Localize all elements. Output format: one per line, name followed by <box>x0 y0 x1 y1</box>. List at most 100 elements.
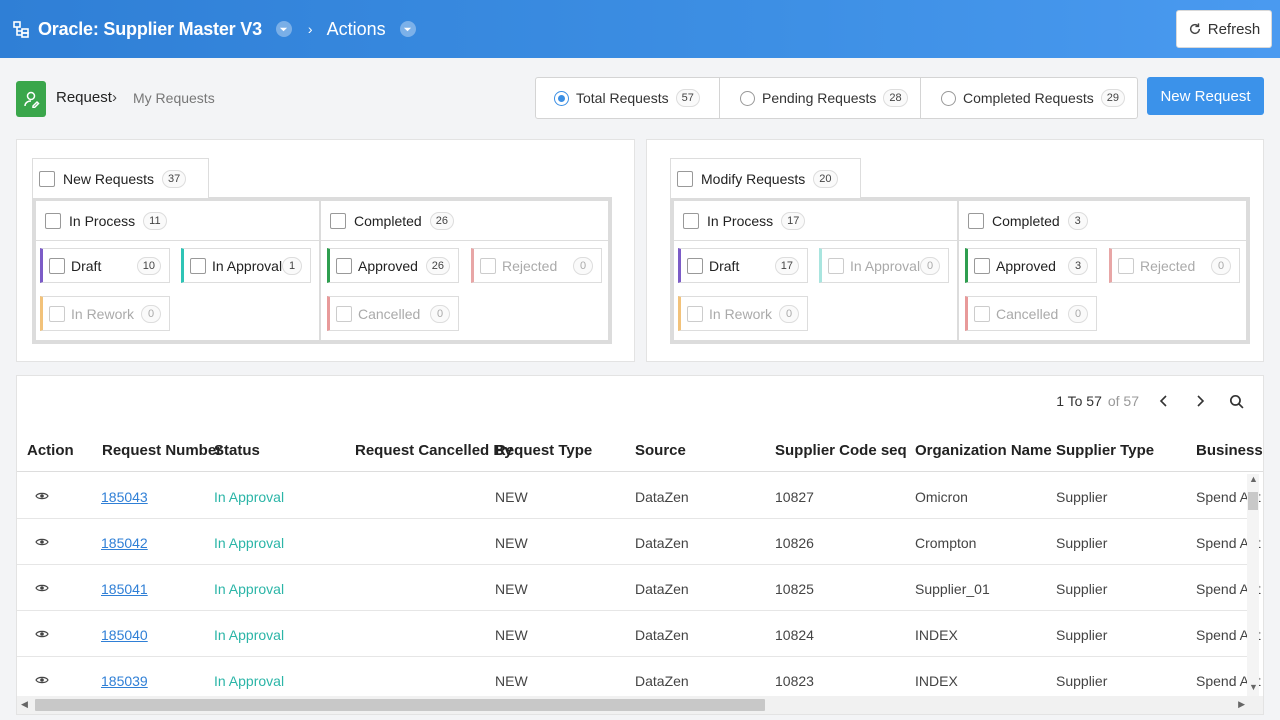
filter-label: Total Requests <box>576 90 669 106</box>
column-header[interactable]: Completed 3 <box>959 201 1246 241</box>
checkbox[interactable] <box>1118 257 1134 274</box>
search-button[interactable] <box>1225 390 1247 412</box>
status-card-in-rework[interactable]: In Rework 0 <box>678 296 808 331</box>
checkbox[interactable] <box>190 257 206 274</box>
scroll-right-arrow[interactable]: ▶ <box>1238 699 1245 709</box>
status-card-rejected[interactable]: Rejected 0 <box>1109 248 1240 283</box>
checkbox[interactable] <box>49 305 65 322</box>
checkbox[interactable] <box>687 305 703 322</box>
checkbox[interactable] <box>45 212 61 229</box>
status-card-in-approval[interactable]: In Approval 1 <box>181 248 311 283</box>
request-number-link[interactable]: 185040 <box>101 627 148 643</box>
actions-dropdown-button[interactable] <box>399 21 416 37</box>
checkbox[interactable] <box>677 170 693 187</box>
checkbox[interactable] <box>968 212 984 229</box>
column-header[interactable]: Request Cancelled By <box>355 442 513 459</box>
checkbox[interactable] <box>49 257 65 274</box>
count-badge: 11 <box>143 211 167 230</box>
horizontal-scrollbar[interactable]: ◀ ▶ <box>17 696 1263 714</box>
filter-total-requests[interactable]: Total Requests 57 <box>536 78 720 118</box>
column-label: Completed <box>992 212 1060 229</box>
status-card-cancelled[interactable]: Cancelled 0 <box>327 296 459 331</box>
hierarchy-icon <box>12 20 30 38</box>
filter-completed-requests[interactable]: Completed Requests 29 <box>921 78 1137 118</box>
radio-unselected[interactable] <box>740 90 755 106</box>
status-card-draft[interactable]: Draft 10 <box>40 248 170 283</box>
table-cell: In Approval <box>214 581 285 597</box>
checkbox[interactable] <box>330 212 346 229</box>
request-number-link[interactable]: 185042 <box>101 535 148 551</box>
checkbox[interactable] <box>39 170 55 187</box>
column-header[interactable]: Status <box>214 442 260 459</box>
column-header[interactable]: Request Number <box>102 442 223 459</box>
count-badge: 1 <box>282 257 302 275</box>
vertical-scrollbar[interactable]: ▲ ▼ <box>1247 474 1259 696</box>
column-header[interactable]: In Process 11 <box>36 201 319 241</box>
column-header[interactable]: Supplier Code seq <box>775 442 907 459</box>
checkbox[interactable] <box>480 257 496 274</box>
actions-menu-label[interactable]: Actions <box>326 18 386 39</box>
column-header[interactable]: Request Type <box>495 442 593 459</box>
checkbox[interactable] <box>336 257 352 274</box>
checkbox[interactable] <box>336 305 352 322</box>
checkbox[interactable] <box>828 257 844 274</box>
scroll-up-arrow[interactable]: ▲ <box>1249 474 1258 484</box>
modify-requests-tab[interactable]: Modify Requests 20 <box>670 158 861 198</box>
request-number-link[interactable]: 185039 <box>101 673 148 689</box>
count-badge: 37 <box>162 169 187 188</box>
refresh-button[interactable]: Refresh <box>1176 10 1272 48</box>
card-label: Approved <box>996 257 1056 274</box>
eye-icon[interactable] <box>35 491 49 501</box>
column-header[interactable]: Organization Name <box>915 442 1052 459</box>
status-card-approved[interactable]: Approved 3 <box>965 248 1097 283</box>
checkbox[interactable] <box>974 305 990 322</box>
checkbox[interactable] <box>974 257 990 274</box>
request-number-link[interactable]: 185043 <box>101 489 148 505</box>
new-request-button[interactable]: New Request <box>1147 77 1264 115</box>
card-label: In Rework <box>71 305 135 322</box>
count-badge: 57 <box>675 89 700 107</box>
column-header[interactable]: Completed 26 <box>321 201 608 241</box>
column-header[interactable]: Action <box>27 442 74 459</box>
eye-icon[interactable] <box>35 583 49 593</box>
column-header[interactable]: Source <box>635 442 686 459</box>
eye-icon[interactable] <box>35 675 49 685</box>
column-header[interactable]: Supplier Type <box>1056 442 1155 459</box>
request-icon <box>16 81 46 117</box>
scroll-thumb[interactable] <box>35 699 765 711</box>
table-row[interactable]: 185041 In Approval NEW DataZen 10825 Supplier… <box>17 565 1261 611</box>
next-page-button[interactable] <box>1189 390 1211 412</box>
app-dropdown-button[interactable] <box>275 21 292 37</box>
column-header[interactable]: Business Re <box>1196 442 1263 459</box>
column-header[interactable]: In Process 17 <box>674 201 957 241</box>
radio-unselected[interactable] <box>941 90 956 106</box>
checkbox[interactable] <box>683 212 699 229</box>
checkbox[interactable] <box>687 257 703 274</box>
prev-page-button[interactable] <box>1153 390 1175 412</box>
table-row[interactable]: 185042 In Approval NEW DataZen 10826 Crompton… <box>17 519 1261 565</box>
status-card-draft[interactable]: Draft 17 <box>678 248 808 283</box>
eye-icon[interactable] <box>35 537 49 547</box>
new-requests-tab[interactable]: New Requests 37 <box>32 158 210 198</box>
scroll-left-arrow[interactable]: ◀ <box>21 699 28 709</box>
status-card-in-approval[interactable]: In Approval 0 <box>819 248 949 283</box>
count-badge: 20 <box>813 169 838 188</box>
breadcrumb-request[interactable]: Request <box>56 89 112 106</box>
request-number-link[interactable]: 185041 <box>101 581 148 597</box>
table-row[interactable]: 185039 In Approval NEW DataZen 10823 INDEX Sup… <box>17 657 1261 703</box>
table-cell: Spend Aut <box>1196 489 1261 505</box>
table-cell: DataZen <box>635 581 689 597</box>
status-card-rejected[interactable]: Rejected 0 <box>471 248 602 283</box>
status-card-cancelled[interactable]: Cancelled 0 <box>965 296 1097 331</box>
table-row[interactable]: 185043 In Approval NEW DataZen 10827 Omicron S… <box>17 473 1261 519</box>
eye-icon[interactable] <box>35 629 49 639</box>
table-row[interactable]: 185040 In Approval NEW DataZen 10824 INDEX Sup… <box>17 611 1261 657</box>
table-cell: NEW <box>495 489 528 505</box>
table-cell: NEW <box>495 581 528 597</box>
filter-pending-requests[interactable]: Pending Requests 28 <box>720 78 921 118</box>
radio-selected[interactable] <box>554 90 569 106</box>
status-card-approved[interactable]: Approved 26 <box>327 248 459 283</box>
scroll-down-arrow[interactable]: ▼ <box>1249 682 1258 692</box>
scroll-thumb[interactable] <box>1248 492 1258 510</box>
status-card-in-rework[interactable]: In Rework 0 <box>40 296 170 331</box>
